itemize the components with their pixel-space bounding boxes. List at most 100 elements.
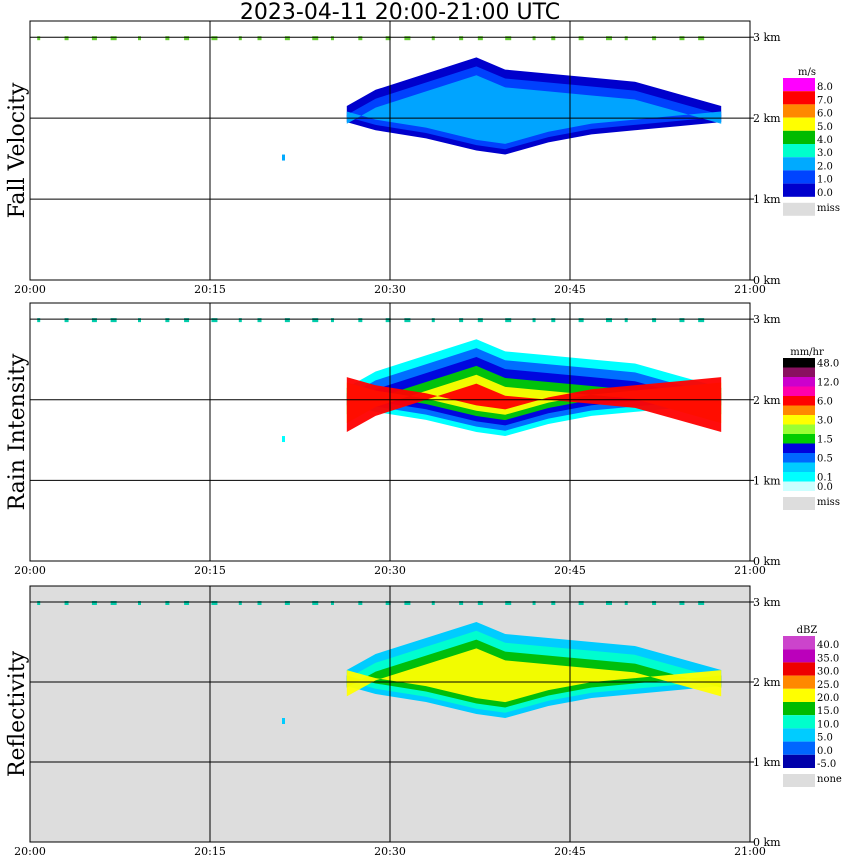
y-tick-label: 1 km xyxy=(753,756,781,769)
legend-swatch xyxy=(783,424,815,434)
legend-missing-label: miss xyxy=(817,497,840,508)
legend: m/s8.0 7.0 6.0 5.0 4.0 3.0 2.0 1.0 0.0 miss xyxy=(783,67,840,216)
legend-swatch xyxy=(783,434,815,444)
clutter-speckle xyxy=(578,36,584,41)
clutter-speckle xyxy=(284,318,290,323)
legend-swatch xyxy=(783,453,815,463)
x-tick-label: 21:00 xyxy=(734,283,766,296)
legend-swatch xyxy=(783,728,815,742)
y-tick-label: 2 km xyxy=(753,676,781,689)
legend-swatch xyxy=(783,130,815,144)
legend-label: 25.0 xyxy=(817,680,839,691)
clutter-speckle xyxy=(284,36,290,41)
legend-label: 7.0 xyxy=(817,95,833,106)
legend-label: 5.0 xyxy=(817,122,833,133)
clutter-speckle xyxy=(138,318,141,323)
y-axis-title: Rain Intensity xyxy=(5,353,30,510)
clutter-speckle xyxy=(624,318,628,323)
echo-band-5 xyxy=(346,377,722,432)
legend-label: 48.0 xyxy=(817,359,839,370)
legend-swatch xyxy=(783,472,815,482)
x-tick-label: 20:00 xyxy=(14,564,46,577)
y-tick-label: 1 km xyxy=(753,193,781,206)
clutter-speckle xyxy=(37,318,41,323)
clutter-speckle xyxy=(606,318,612,323)
x-tick-label: 20:30 xyxy=(374,283,406,296)
clutter-speckle xyxy=(459,601,464,605)
clutter-speckle xyxy=(257,318,262,323)
legend: dBZ 40.0 35.0 30.0 25.0 20.0 15.0 10.0 5.0 0.0 -5.… xyxy=(783,625,842,787)
clutter-speckle xyxy=(330,36,334,41)
x-tick-label: 20:45 xyxy=(554,845,586,858)
legend-swatch xyxy=(783,662,815,676)
x-tick-label: 20:30 xyxy=(374,845,406,858)
clutter-speckle xyxy=(165,601,170,605)
clutter-speckle xyxy=(110,318,117,323)
legend-label: 10.0 xyxy=(817,719,839,730)
legend-swatch xyxy=(783,715,815,729)
legend-missing-swatch xyxy=(783,202,815,216)
legend-missing-swatch xyxy=(783,497,815,510)
clutter-speckle xyxy=(505,318,512,323)
clutter-speckle xyxy=(532,318,536,323)
x-tick-label: 20:15 xyxy=(194,564,226,577)
x-tick-label: 21:00 xyxy=(734,564,766,577)
clutter-speckle xyxy=(606,36,612,41)
x-tick-label: 20:45 xyxy=(554,283,586,296)
legend-missing-label: miss xyxy=(817,203,840,214)
y-tick-label: 2 km xyxy=(753,112,781,125)
clutter-speckle xyxy=(404,601,411,605)
clutter-speckle xyxy=(652,318,657,323)
clutter-speckle xyxy=(431,318,435,323)
legend-swatch xyxy=(783,741,815,755)
clutter-speckle xyxy=(138,601,141,605)
legend-unit: m/s xyxy=(798,67,816,78)
legend-label: 5.0 xyxy=(817,733,833,744)
clutter-speckle xyxy=(477,36,483,41)
clutter-speckle xyxy=(431,36,435,41)
legend-label: 0.1 xyxy=(817,473,833,484)
clutter-speckle xyxy=(385,36,391,41)
legend-swatch xyxy=(783,675,815,689)
legend-swatch xyxy=(783,78,815,92)
clutter-speckle xyxy=(505,36,512,41)
clutter-speckle xyxy=(404,36,411,41)
clutter-speckle xyxy=(238,318,242,323)
panel-1: 20:00 20:15 20:30 20:45 21:000 km 1 km 2 km 3 k… xyxy=(5,302,840,577)
legend-label: 8.0 xyxy=(817,82,833,93)
clutter-speckle xyxy=(698,601,705,605)
legend-swatch xyxy=(783,104,815,118)
legend-swatch xyxy=(783,443,815,453)
legend-label: 12.0 xyxy=(817,378,839,389)
legend-swatch xyxy=(783,183,815,197)
clutter-speckle xyxy=(358,601,363,605)
clutter-speckle xyxy=(64,36,69,41)
y-tick-label: 0 km xyxy=(753,274,781,287)
clutter-speckle xyxy=(64,318,69,323)
legend-swatch xyxy=(783,405,815,415)
clutter-speckle xyxy=(385,601,391,605)
y-tick-label: 2 km xyxy=(753,394,781,407)
clutter-speckle xyxy=(257,36,262,41)
clutter-speckle xyxy=(91,318,97,323)
legend-swatch xyxy=(783,649,815,663)
clutter-speckle xyxy=(312,36,319,41)
echo-band-2 xyxy=(346,75,722,144)
clutter-speckle xyxy=(64,601,69,605)
clutter-speckle xyxy=(385,318,391,323)
x-tick-label: 20:15 xyxy=(194,845,226,858)
x-tick-label: 20:15 xyxy=(194,283,226,296)
x-tick-label: 21:00 xyxy=(734,845,766,858)
clutter-speckle xyxy=(211,601,218,605)
legend-swatch xyxy=(783,688,815,702)
legend-unit: mm/hr xyxy=(790,347,824,358)
legend-swatch xyxy=(783,91,815,105)
legend-missing-swatch xyxy=(783,774,815,787)
legend-swatch xyxy=(783,377,815,387)
clutter-speckle xyxy=(477,601,483,605)
clutter-speckle xyxy=(477,318,483,323)
legend-label: 0.5 xyxy=(817,454,833,465)
legend-label: 1.5 xyxy=(817,435,833,446)
legend-label: 35.0 xyxy=(817,653,839,664)
